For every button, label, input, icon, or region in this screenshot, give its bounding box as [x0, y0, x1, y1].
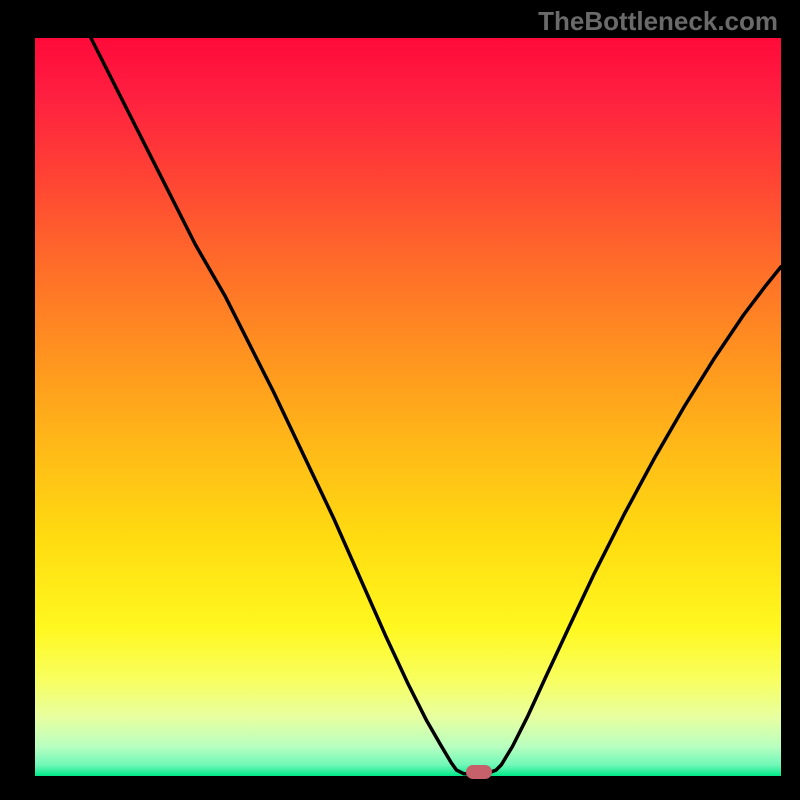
watermark-text: TheBottleneck.com	[538, 6, 778, 37]
chart-container: TheBottleneck.com	[0, 0, 800, 800]
minimum-marker	[466, 765, 492, 779]
bottleneck-curve	[0, 0, 800, 800]
